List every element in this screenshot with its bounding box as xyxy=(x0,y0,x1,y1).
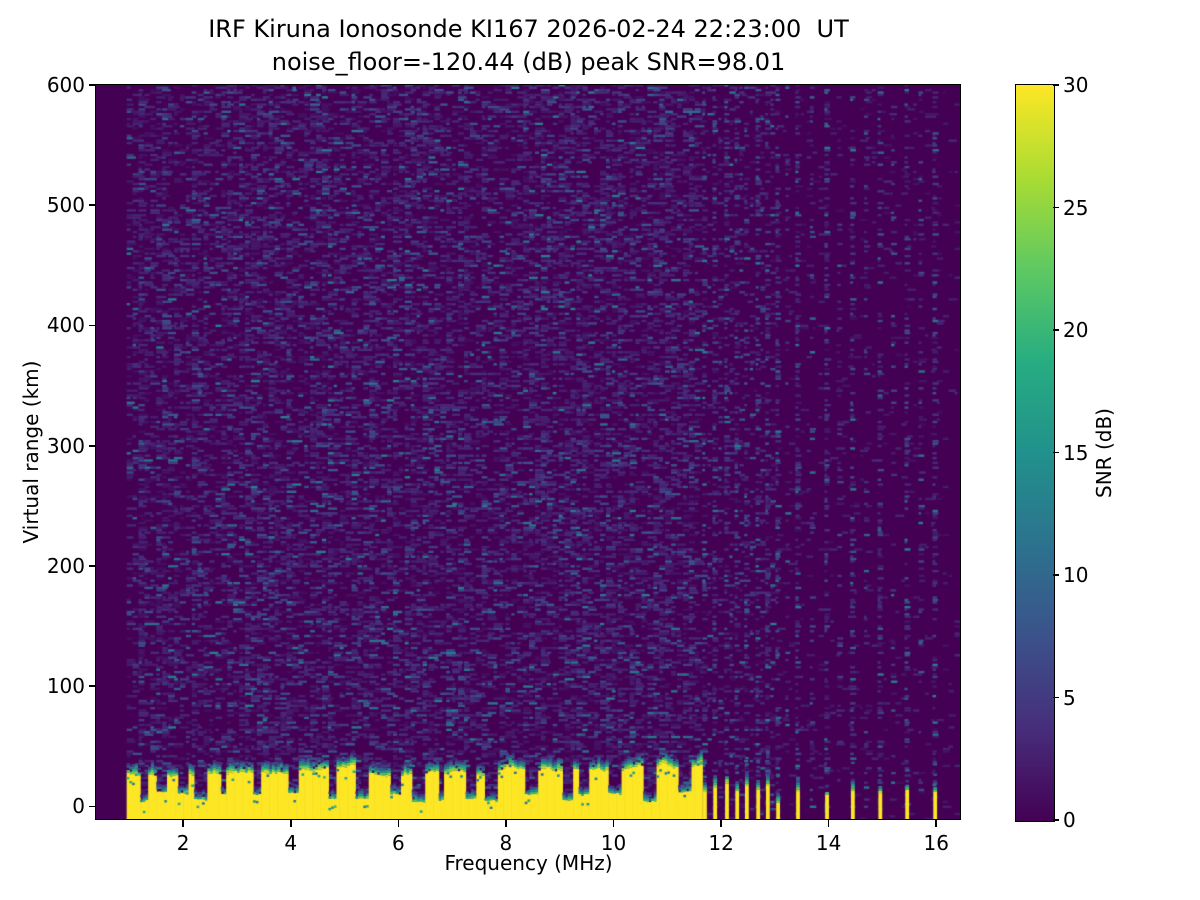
y-tick-label: 100 xyxy=(46,674,85,699)
colorbar-tick-label: 25 xyxy=(1063,195,1089,220)
colorbar-tick-label: 0 xyxy=(1063,808,1076,832)
colorbar-tick-mark xyxy=(1053,574,1059,576)
x-tick-mark xyxy=(827,820,830,827)
x-tick-label: 6 xyxy=(391,831,405,855)
x-tick-mark xyxy=(182,820,184,827)
y-tick-mark xyxy=(89,444,96,447)
y-tick-mark xyxy=(89,565,96,567)
x-tick-label: 8 xyxy=(499,831,513,855)
y-tick-mark xyxy=(89,805,96,808)
colorbar-tick-label: 20 xyxy=(1063,318,1089,342)
x-tick-label: 4 xyxy=(284,831,298,855)
colorbar-tick-mark xyxy=(1053,696,1059,699)
x-tick-label: 14 xyxy=(815,831,842,855)
colorbar xyxy=(1015,84,1055,822)
x-tick-label: 10 xyxy=(600,831,627,855)
colorbar-tick-mark xyxy=(1053,206,1059,209)
ionogram-heatmap xyxy=(96,85,961,820)
y-tick-mark xyxy=(89,204,96,207)
y-tick-label: 400 xyxy=(46,313,85,338)
y-tick-label: 200 xyxy=(46,553,85,578)
x-tick-mark xyxy=(720,820,722,827)
colorbar-tick-mark xyxy=(1053,451,1059,454)
x-axis-label: Frequency (MHz) xyxy=(444,851,613,875)
colorbar-tick-label: 5 xyxy=(1063,685,1076,710)
x-tick-mark xyxy=(505,820,507,827)
colorbar-tick-label: 15 xyxy=(1063,440,1089,465)
colorbar-tick-label: 30 xyxy=(1063,73,1089,97)
colorbar-tick-mark xyxy=(1053,329,1059,331)
y-tick-mark xyxy=(89,324,96,327)
x-tick-mark xyxy=(935,820,938,827)
chart-title: IRF Kiruna Ionosonde KI167 2026-02-24 22… xyxy=(208,15,849,43)
y-tick-label: 300 xyxy=(46,433,85,458)
y-tick-label: 0 xyxy=(72,794,85,819)
colorbar-tick-mark xyxy=(1053,84,1059,86)
chart-subtitle: noise_floor=-120.44 (dB) peak SNR=98.01 xyxy=(271,48,786,76)
x-tick-mark xyxy=(289,820,292,827)
x-tick-mark xyxy=(612,820,615,827)
colorbar-tick-label: 10 xyxy=(1063,563,1089,587)
y-tick-label: 600 xyxy=(46,73,85,97)
colorbar-tick-mark xyxy=(1053,819,1059,821)
y-tick-mark xyxy=(89,84,96,86)
x-tick-label: 16 xyxy=(923,831,949,855)
x-tick-label: 12 xyxy=(708,831,734,855)
x-tick-label: 2 xyxy=(176,831,190,855)
x-tick-mark xyxy=(397,820,400,827)
y-tick-label: 500 xyxy=(46,193,85,218)
y-tick-mark xyxy=(89,685,96,687)
